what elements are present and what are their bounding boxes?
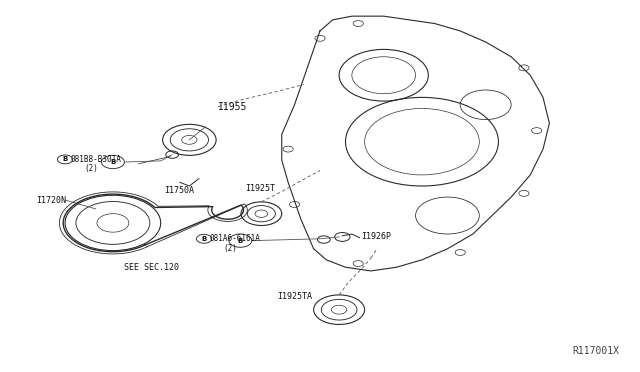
- Text: I1750A: I1750A: [164, 186, 194, 195]
- Text: B: B: [237, 238, 243, 244]
- Text: (2): (2): [84, 164, 98, 173]
- Text: B: B: [63, 156, 68, 163]
- Text: B: B: [110, 159, 116, 165]
- Text: 081A6-6161A: 081A6-6161A: [209, 234, 260, 243]
- Text: R117001X: R117001X: [573, 346, 620, 356]
- Text: I1955: I1955: [218, 102, 248, 112]
- Text: SEE SEC.120: SEE SEC.120: [124, 263, 179, 272]
- Text: 081B8-B301A: 081B8-B301A: [70, 155, 121, 164]
- Text: (2): (2): [223, 244, 237, 253]
- Text: I1926P: I1926P: [362, 232, 392, 241]
- Text: B: B: [202, 236, 207, 242]
- Text: I1925TA: I1925TA: [276, 292, 312, 301]
- Text: I1925T: I1925T: [245, 185, 275, 193]
- Text: I1720N: I1720N: [36, 196, 67, 205]
